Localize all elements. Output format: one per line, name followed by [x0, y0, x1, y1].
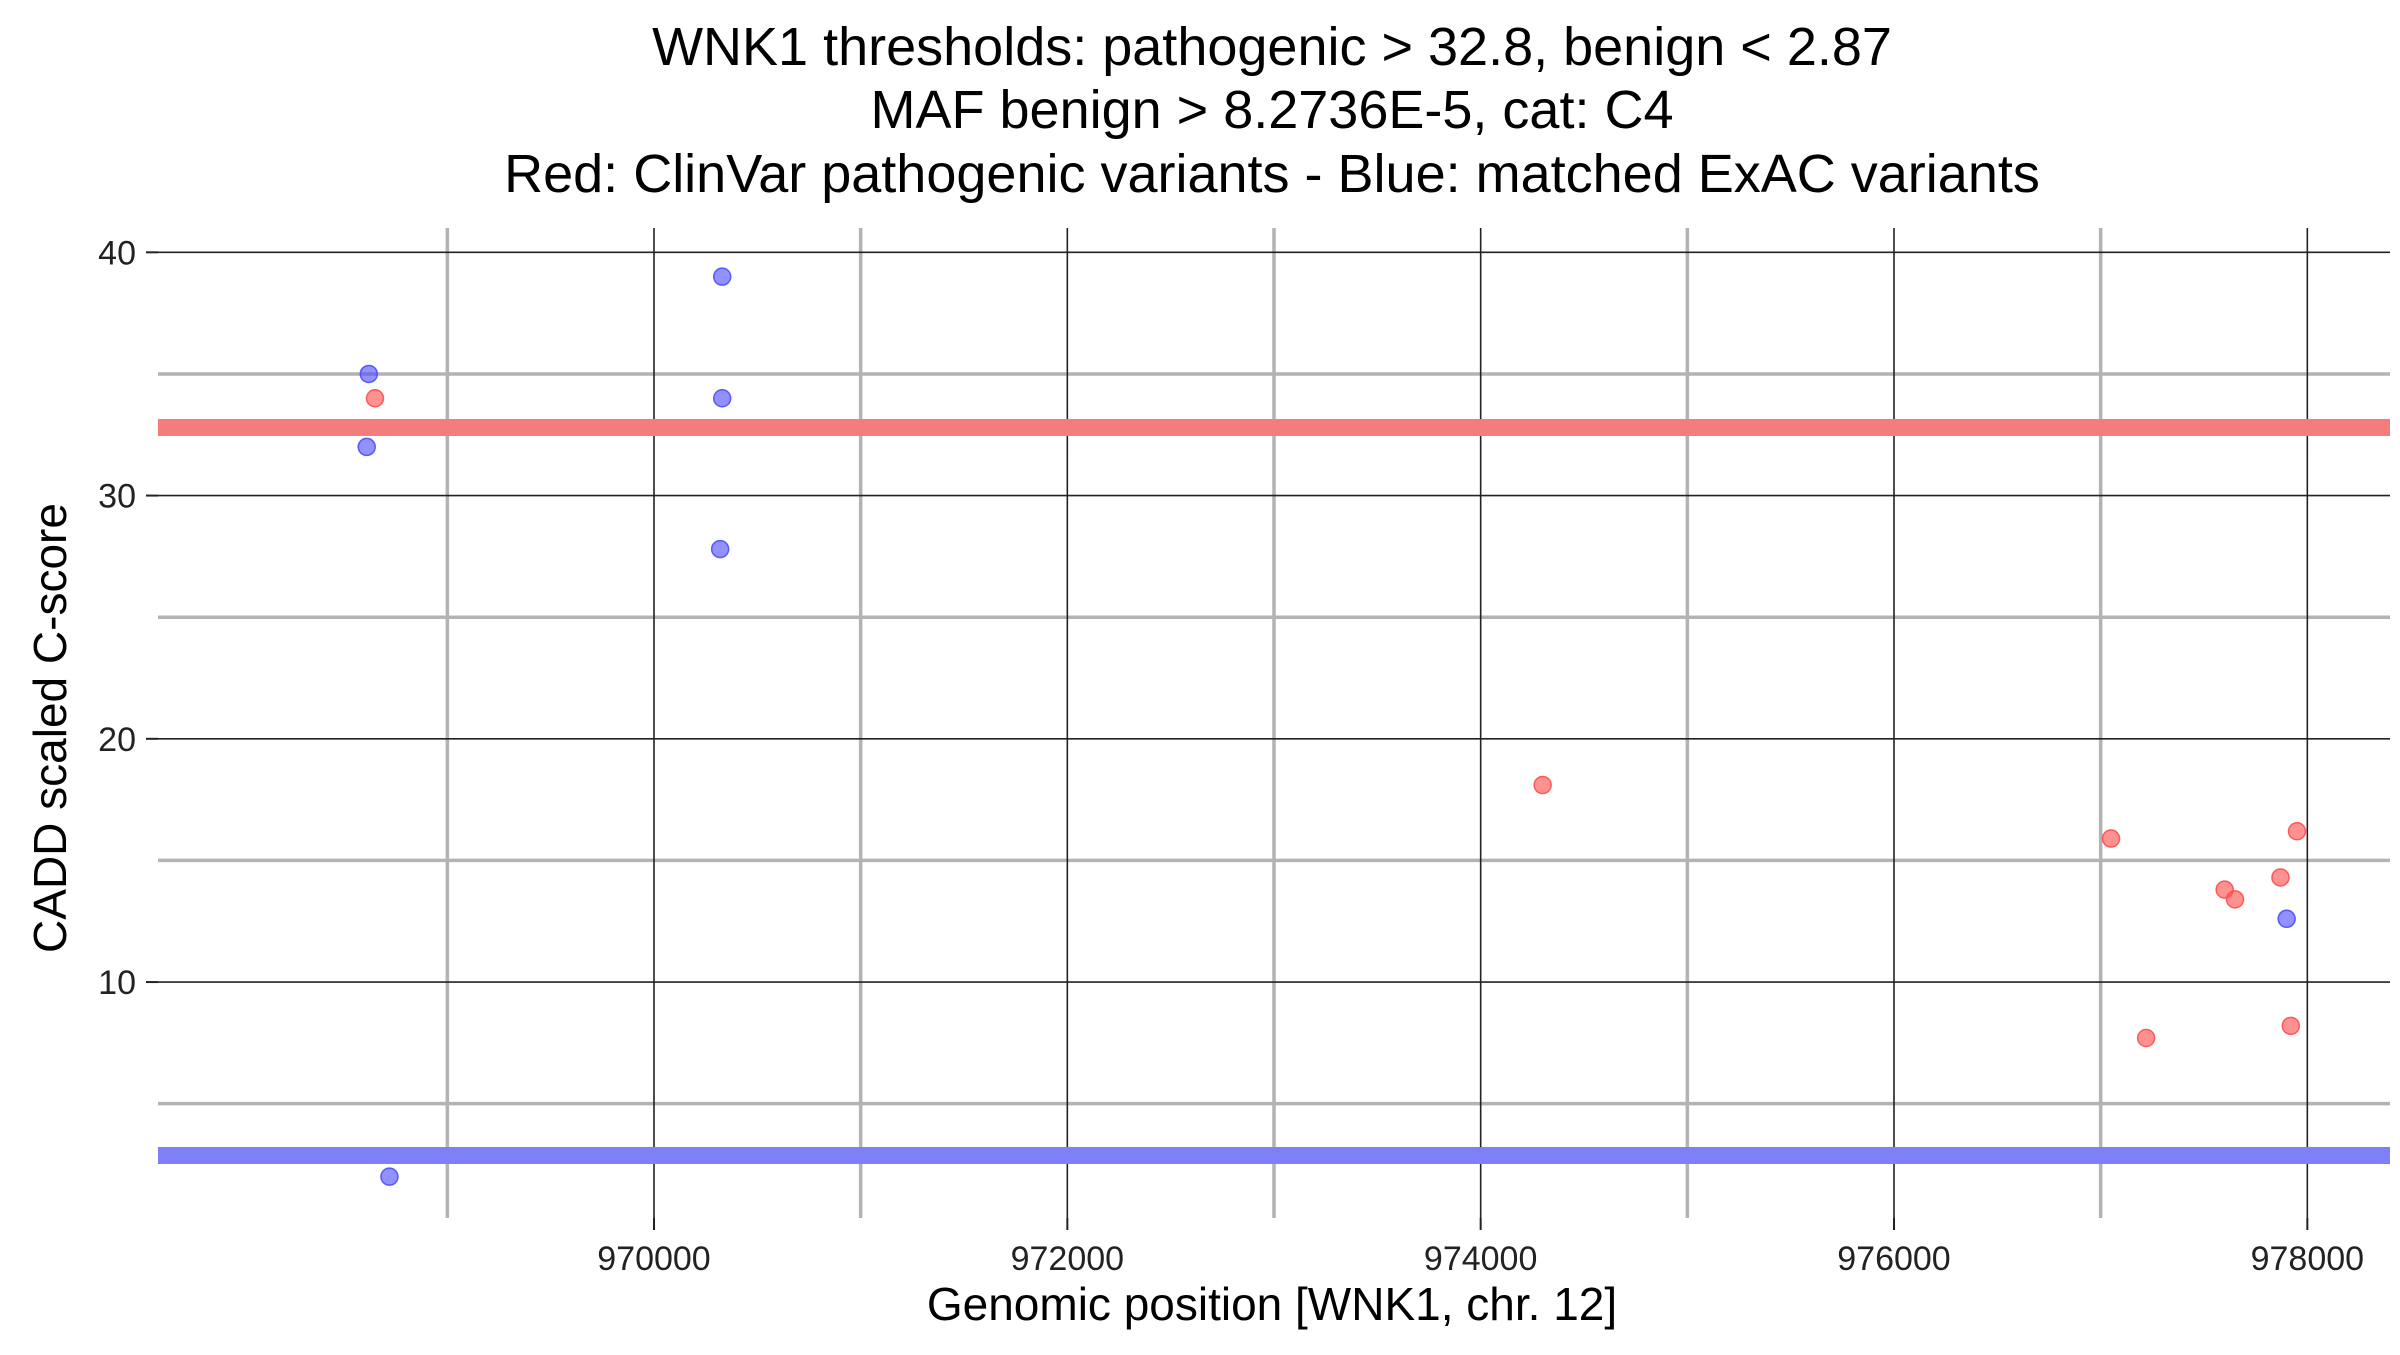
data-point — [359, 364, 379, 384]
x-tick-label: 972000 — [1011, 1240, 1124, 1278]
y-axis-ticks: 10 20 30 40 — [98, 234, 158, 1002]
x-tick-label: 976000 — [1837, 1240, 1950, 1278]
y-tick-label: 10 — [98, 964, 136, 1002]
data-point — [2277, 909, 2296, 929]
y-tick-label: 40 — [98, 234, 136, 272]
data-point — [2136, 1028, 2156, 1048]
chart-title: WNK1 thresholds: pathogenic > 32.8, beni… — [504, 17, 2040, 204]
chart-title-line: WNK1 thresholds: pathogenic > 32.8, beni… — [652, 17, 1892, 77]
data-point — [2225, 890, 2245, 909]
y-axis-label: CADD scaled C-score — [24, 503, 76, 953]
x-tick-label: 970000 — [597, 1240, 710, 1278]
minor-gridlines — [158, 228, 2390, 1218]
data-point — [712, 389, 732, 408]
data-point — [2101, 829, 2121, 848]
data-point — [2281, 1016, 2301, 1036]
data-point — [712, 267, 732, 286]
threshold-lines — [158, 418, 2390, 1164]
x-axis-ticks: 970000 972000 974000 976000 978000 — [597, 1218, 2364, 1278]
x-axis-label: Genomic position [WNK1, chr. 12] — [927, 1278, 1617, 1330]
y-tick-label: 30 — [98, 478, 136, 516]
y-tick-label: 20 — [98, 721, 136, 759]
data-point — [710, 539, 730, 559]
chart-title-line: Red: ClinVar pathogenic variants - Blue:… — [504, 144, 2040, 204]
data-point — [380, 1167, 399, 1186]
data-point — [1533, 775, 1552, 795]
x-tick-label: 974000 — [1424, 1240, 1537, 1278]
data-points — [357, 267, 2307, 1186]
data-point — [2271, 868, 2290, 887]
data-point — [357, 437, 376, 457]
major-gridlines — [158, 228, 2390, 1218]
x-tick-label: 978000 — [2251, 1240, 2364, 1278]
data-point — [2287, 821, 2307, 841]
data-point — [365, 389, 385, 408]
chart-title-line: MAF benign > 8.2736E-5, cat: C4 — [871, 80, 1674, 140]
